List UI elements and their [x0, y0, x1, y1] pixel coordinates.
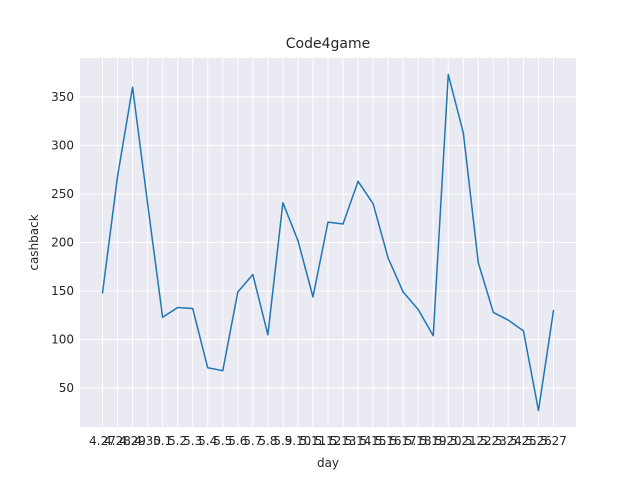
- x-gridlines: [102, 58, 554, 427]
- data-point: [492, 311, 494, 313]
- x-tick-label: 5.13: [330, 434, 357, 448]
- y-tick-labels: 50 100 150 200 250 300 350: [51, 90, 74, 395]
- data-point: [267, 334, 269, 336]
- x-tick-label: 5.26: [525, 434, 552, 448]
- data-point: [372, 203, 374, 205]
- x-tick-label: 5.19: [420, 434, 447, 448]
- data-point: [387, 257, 389, 259]
- data-point: [222, 370, 224, 372]
- x-tick-label: 4.27: [89, 434, 116, 448]
- x-tick-label: 5.7: [243, 434, 262, 448]
- x-tick-label: 5.17: [390, 434, 417, 448]
- data-point: [192, 308, 194, 310]
- x-tick-label: 5.25: [510, 434, 537, 448]
- data-point: [507, 319, 509, 321]
- x-tick-label: 5.1: [153, 434, 172, 448]
- y-tick-label: 50: [59, 381, 74, 395]
- data-point: [357, 180, 359, 182]
- data-point: [537, 409, 539, 411]
- data-point: [252, 274, 254, 276]
- data-point: [477, 262, 479, 264]
- data-point: [522, 330, 524, 332]
- x-tick-label: 5.23: [480, 434, 507, 448]
- x-tick-label: 5.2: [168, 434, 187, 448]
- x-tick-label: 4.29: [119, 434, 146, 448]
- x-tick-label: 5.18: [405, 434, 432, 448]
- data-point: [162, 316, 164, 318]
- x-tick-label: 5.4: [198, 434, 217, 448]
- data-point: [237, 291, 239, 293]
- x-tick-label: 5.15: [360, 434, 387, 448]
- x-tick-label: 5.9: [273, 434, 292, 448]
- data-point: [177, 307, 179, 309]
- y-tick-label: 350: [51, 90, 74, 104]
- data-point: [132, 86, 134, 88]
- x-tick-label: 5.5: [213, 434, 232, 448]
- data-point: [312, 296, 314, 298]
- x-tick-label: 5.22: [465, 434, 492, 448]
- data-point: [553, 309, 555, 311]
- data-point: [102, 292, 104, 294]
- y-tick-label: 150: [51, 284, 74, 298]
- y-tick-label: 300: [51, 138, 74, 152]
- x-tick-label: 5.12: [315, 434, 342, 448]
- x-tick-label: 5.14: [345, 434, 372, 448]
- y-tick-label: 200: [51, 236, 74, 250]
- x-tick-label: 5.24: [495, 434, 522, 448]
- chart-title: Code4game: [286, 36, 370, 52]
- data-point: [147, 203, 149, 205]
- data-point: [282, 202, 284, 204]
- data-point: [462, 132, 464, 134]
- x-tick-label: 4.28: [104, 434, 131, 448]
- data-point: [207, 367, 209, 369]
- data-point: [327, 221, 329, 223]
- data-point: [432, 335, 434, 337]
- x-tick-label: 5.16: [375, 434, 402, 448]
- x-tick-label: 5.20: [435, 434, 462, 448]
- x-tick-label: 4.30: [134, 434, 161, 448]
- data-point: [342, 223, 344, 225]
- x-tick-label: 5.21: [450, 434, 477, 448]
- x-tick-label: 5.6: [228, 434, 247, 448]
- x-tick-label: 5.8: [258, 434, 277, 448]
- data-point: [417, 309, 419, 311]
- x-tick-label: 5.10: [285, 434, 312, 448]
- data-point: [402, 291, 404, 293]
- x-tick-label: 5.3: [183, 434, 202, 448]
- data-point: [117, 175, 119, 177]
- data-point: [297, 240, 299, 242]
- data-point: [447, 74, 449, 76]
- x-tick-labels: 4.274.284.294.305.15.25.35.45.55.65.75.8…: [89, 434, 567, 448]
- x-axis-label: day: [317, 456, 339, 470]
- y-tick-label: 250: [51, 187, 74, 201]
- x-tick-label: 5.11: [300, 434, 327, 448]
- x-tick-label: 5.27: [540, 434, 567, 448]
- y-axis-label: cashback: [27, 214, 41, 270]
- y-tick-label: 100: [51, 333, 74, 347]
- series-line: [101, 73, 555, 412]
